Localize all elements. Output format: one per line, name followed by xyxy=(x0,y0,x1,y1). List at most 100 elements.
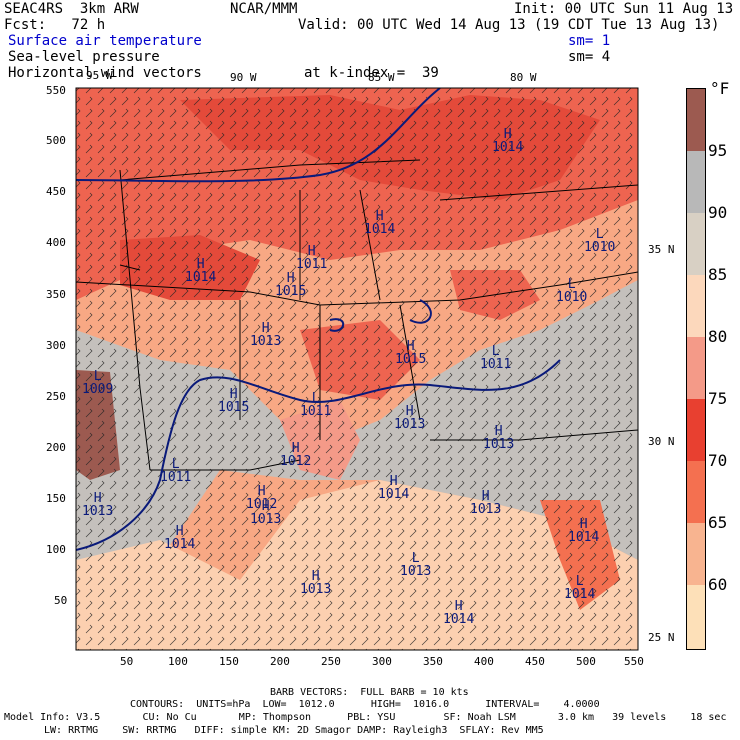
legend-label: 70 xyxy=(708,451,728,470)
pressure-center-value: 1015 xyxy=(395,352,427,367)
footer-model-info: Model Info: V3.5 CU: No Cu MP: Thompson … xyxy=(4,712,727,723)
pressure-center-label: L 1011 xyxy=(300,392,331,418)
pressure-center-value: 1013 xyxy=(483,437,515,452)
pressure-center-label: H 1012 xyxy=(246,485,277,511)
pressure-center-label: H 1014 xyxy=(378,475,409,501)
pressure-center-type: H xyxy=(257,484,266,499)
y-tick: 50 xyxy=(54,594,68,607)
field1-name: Surface air temperature xyxy=(8,33,202,49)
pressure-center-type: H xyxy=(229,387,238,402)
pressure-center-value: 1013 xyxy=(394,417,426,432)
field2-smoothing: sm= 4 xyxy=(568,49,611,65)
field2-name: Sea-level pressure xyxy=(8,49,160,65)
pressure-center-value: 1013 xyxy=(250,512,282,527)
pressure-center-label: H 1013 xyxy=(394,405,425,431)
pressure-center-type: L xyxy=(411,551,420,566)
x-tick: 200 xyxy=(270,655,290,668)
pressure-center-value: 1011 xyxy=(296,257,328,272)
legend-label: 85 xyxy=(708,265,728,284)
y-tick: 100 xyxy=(46,543,66,556)
pressure-center-label: L 1011 xyxy=(480,345,511,371)
pressure-center-value: 1014 xyxy=(492,140,524,155)
pressure-center-value: 1014 xyxy=(364,222,396,237)
pressure-center-label: H 1015 xyxy=(218,388,249,414)
pressure-center-value: 1009 xyxy=(82,382,114,397)
legend-label: 90 xyxy=(708,203,728,222)
x-tick: 500 xyxy=(576,655,596,668)
y-tick: 200 xyxy=(46,441,66,454)
pressure-center-type: H xyxy=(389,474,398,489)
colorbar-segment xyxy=(687,399,705,461)
y-tick: 150 xyxy=(46,492,66,505)
colorbar-segment xyxy=(687,585,705,649)
pressure-center-label: H 1013 xyxy=(82,492,113,518)
pressure-center-type: H xyxy=(494,424,503,439)
pressure-contours xyxy=(76,88,561,551)
pressure-center-label: H 1013 xyxy=(483,425,514,451)
pressure-center-type: L xyxy=(595,227,604,242)
pressure-center-label: H 1013 xyxy=(300,570,331,596)
pressure-center-value: 1014 xyxy=(378,487,410,502)
lon-label-90w: 90 W xyxy=(230,71,257,84)
pressure-center-label: H 1014 xyxy=(364,210,395,236)
lon-label-85w: 85 W xyxy=(368,71,395,84)
colorbar-segment xyxy=(687,213,705,275)
center-title: NCAR/MMM xyxy=(230,1,298,17)
pressure-center-label: H 1013 xyxy=(250,500,281,526)
field3-name: Horizontal wind vectors xyxy=(8,65,202,81)
legend-unit: °F xyxy=(710,79,730,98)
pressure-center-type: H xyxy=(291,441,300,456)
pressure-center-value: 1011 xyxy=(160,470,192,485)
x-tick: 150 xyxy=(219,655,239,668)
pressure-center-label: L 1011 xyxy=(160,458,191,484)
pressure-center-value: 1013 xyxy=(250,334,282,349)
pressure-center-type: H xyxy=(175,524,184,539)
pressure-center-label: L 1013 xyxy=(400,552,431,578)
colorbar-segment xyxy=(687,337,705,399)
pressure-center-type: H xyxy=(503,127,512,142)
pressure-center-type: L xyxy=(93,369,102,384)
pressure-center-value: 1011 xyxy=(480,357,512,372)
pressure-center-value: 1013 xyxy=(400,564,432,579)
pressure-center-value: 1010 xyxy=(584,240,616,255)
field3-level: at k-index = 39 xyxy=(304,65,439,81)
pressure-center-value: 1013 xyxy=(82,504,114,519)
pressure-center-type: H xyxy=(405,404,414,419)
pressure-center-type: H xyxy=(93,491,102,506)
pressure-center-type: H xyxy=(406,339,415,354)
pressure-center-type: H xyxy=(481,489,490,504)
pressure-center-type: L xyxy=(491,344,500,359)
x-tick: 350 xyxy=(423,655,443,668)
pressure-center-type: H xyxy=(375,209,384,224)
pressure-center-value: 1014 xyxy=(564,587,596,602)
legend-label: 95 xyxy=(708,141,728,160)
pressure-center-type: L xyxy=(575,574,584,589)
pressure-center-type: H xyxy=(579,517,588,532)
x-tick: 450 xyxy=(525,655,545,668)
field1-smoothing: sm= 1 xyxy=(568,33,611,49)
pressure-center-type: H xyxy=(286,271,295,286)
pressure-center-type: H xyxy=(454,599,463,614)
forecast-hour: Fcst: 72 h xyxy=(4,17,106,33)
pressure-center-value: 1010 xyxy=(556,290,588,305)
temperature-colorbar xyxy=(686,88,706,650)
pressure-center-label: H 1012 xyxy=(280,442,311,468)
pressure-center-value: 1014 xyxy=(568,530,600,545)
pressure-center-label: H 1014 xyxy=(568,518,599,544)
pressure-center-label: H 1013 xyxy=(250,322,281,348)
pressure-center-type: H xyxy=(311,569,320,584)
footer-physics-info: LW: RRTMG SW: RRTMG DIFF: simple KM: 2D … xyxy=(44,725,544,736)
lat-label-25n: 25 N xyxy=(648,631,675,644)
valid-time: Valid: 00 UTC Wed 14 Aug 13 (19 CDT Tue … xyxy=(298,17,720,33)
x-tick: 400 xyxy=(474,655,494,668)
lat-label-35n: 35 N xyxy=(648,243,675,256)
pressure-center-value: 1012 xyxy=(280,454,312,469)
map-area xyxy=(76,88,638,650)
pressure-center-value: 1015 xyxy=(275,284,307,299)
pressure-center-label: H 1014 xyxy=(164,525,195,551)
legend-label: 60 xyxy=(708,575,728,594)
pressure-center-label: H 1015 xyxy=(395,340,426,366)
footer-contour-info: CONTOURS: UNITS=hPa LOW= 1012.0 HIGH= 10… xyxy=(130,699,600,710)
